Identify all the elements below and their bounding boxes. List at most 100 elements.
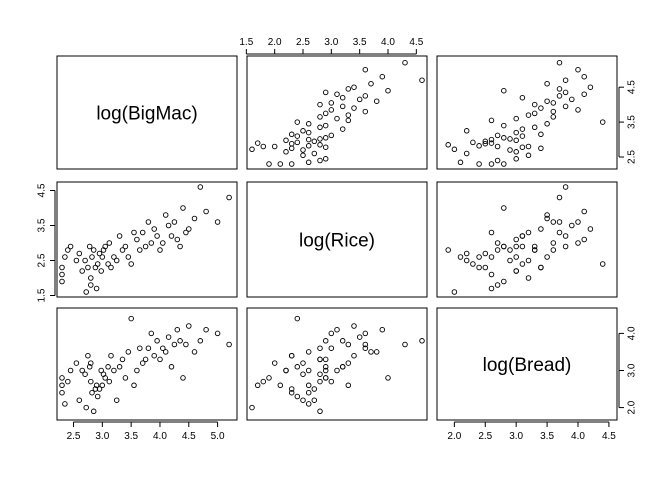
scatter-point [373,349,380,355]
scatter-point [476,143,482,149]
scatter-point [139,360,146,366]
scatter-point [339,94,346,101]
scatter-point [488,271,495,278]
scatter-point [463,150,470,157]
scatter-point [67,243,74,250]
scatter-point [317,142,323,148]
scatter-point [122,243,129,250]
scatter-point [525,152,532,159]
scatter-point [322,135,329,141]
scatter-point [488,136,495,143]
scatter-point [59,375,65,381]
scatter-point [550,100,557,106]
tick-label: 5.0 [211,431,225,442]
scatter-point [154,233,160,239]
scatter-point [538,145,544,152]
scatter-point [157,247,163,253]
scatter-point [351,352,357,359]
panel-box-3-3 [436,307,618,421]
scatter-point [94,261,101,267]
scatter-point [402,341,408,348]
scatter-point [99,382,106,389]
scatter-point [157,356,163,363]
tick-label: 4.0 [571,431,585,442]
scatter-point [317,101,323,108]
scatter-point [180,375,186,381]
scatter-point [379,326,386,333]
scatter-point [88,275,94,281]
scatter-point [575,107,581,113]
scatter-point [482,250,489,257]
right-axis-bigmac: 2.5 3.5 4.5 [618,80,638,164]
scatter-point [288,131,295,138]
scatter-point [513,149,519,155]
scatter-point [317,371,323,377]
scatter-point [317,356,323,363]
tick-label: 3.5 [124,431,138,442]
scatter-point [345,360,352,366]
scatter-point [556,194,563,201]
scatter-point [334,91,340,97]
scatter-point [569,96,575,103]
scatter-point [62,401,68,407]
scatter-point [191,215,198,222]
scatter-point [168,233,175,239]
scatter-point [67,367,74,374]
scatter-point [328,330,335,337]
scatter-point [562,233,569,239]
scatter-point [128,261,134,267]
points-bigmac-vs-bread [445,59,606,167]
scatter-point [507,257,513,264]
scatter-point [283,149,289,155]
scatter-point [581,73,587,80]
scatter-point [311,397,318,403]
scatter-point [266,161,272,167]
scatter-point [111,254,117,260]
scatter-point [317,408,323,415]
panel-box-1-3 [436,55,618,170]
scatter-point [73,257,80,264]
scatter-point [82,371,88,377]
panels-layer: log(BigMac) log(Rice) log(Bread) 2.5 3.0 3.5 4… [37,37,638,442]
scatter-point [544,121,550,127]
scatter-point [89,254,95,260]
scatter-point [575,66,581,73]
scatter-point [501,122,507,129]
scatter-point [59,264,65,271]
scatter-point [581,236,587,243]
tick-label: 2.0 [447,431,461,442]
scatter-point [575,240,581,246]
scatter-point [134,236,140,243]
scatter-point [300,360,306,366]
scatter-point [113,257,120,264]
scatter-point [106,240,113,246]
scatter-point [581,208,587,215]
scatter-point [311,150,318,157]
scatter-point [494,247,501,253]
scatter-point [476,264,482,271]
tick-label: 4.5 [37,183,48,197]
scatter-point [300,371,306,377]
scatter-point [463,128,470,134]
scatter-point [174,326,181,333]
scatter-point [368,80,374,87]
scatter-point [277,161,284,167]
scatter-point [113,397,120,403]
scatter-point [451,146,458,153]
panel-box-2-3 [436,181,618,298]
scatter-point [93,285,100,292]
scatter-point [538,105,544,111]
scatter-point [96,250,103,257]
scatter-point [271,143,278,150]
scatter-point [544,80,550,87]
scatter-point [86,364,93,370]
tick-label: 2.5 [296,37,310,48]
scatter-point [260,143,267,150]
scatter-point [334,367,340,374]
scatter-point [116,233,123,239]
scatter-point [531,110,538,117]
scatter-point [105,364,111,370]
scatter-point [59,382,65,389]
scatter-point [334,326,340,333]
